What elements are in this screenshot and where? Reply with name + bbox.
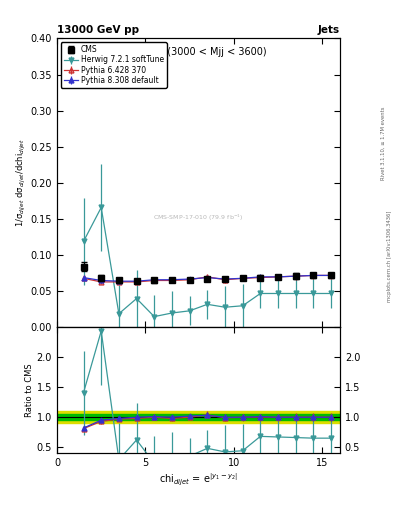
X-axis label: chi$_{dijet}$ = e$^{|y_1 - y_2|}$: chi$_{dijet}$ = e$^{|y_1 - y_2|}$ xyxy=(159,472,238,488)
Y-axis label: 1/σ$_{dijet}$ dσ$_{dijet}$/dchi$_{dijet}$: 1/σ$_{dijet}$ dσ$_{dijet}$/dchi$_{dijet}… xyxy=(15,139,28,227)
Text: Rivet 3.1.10, ≥ 1.7M events: Rivet 3.1.10, ≥ 1.7M events xyxy=(381,106,386,180)
Text: χ (jets) (3000 < Mjj < 3600): χ (jets) (3000 < Mjj < 3600) xyxy=(130,47,267,57)
Text: Jets: Jets xyxy=(318,25,340,35)
Legend: CMS, Herwig 7.2.1 softTune, Pythia 6.428 370, Pythia 8.308 default: CMS, Herwig 7.2.1 softTune, Pythia 6.428… xyxy=(61,42,167,88)
Text: mcplots.cern.ch [arXiv:1306.3436]: mcplots.cern.ch [arXiv:1306.3436] xyxy=(387,210,391,302)
Text: CMS-SMP-17-010 (79.9 fb$^{-1}$): CMS-SMP-17-010 (79.9 fb$^{-1}$) xyxy=(153,212,244,223)
Y-axis label: Ratio to CMS: Ratio to CMS xyxy=(25,364,34,417)
Text: 13000 GeV pp: 13000 GeV pp xyxy=(57,25,139,35)
